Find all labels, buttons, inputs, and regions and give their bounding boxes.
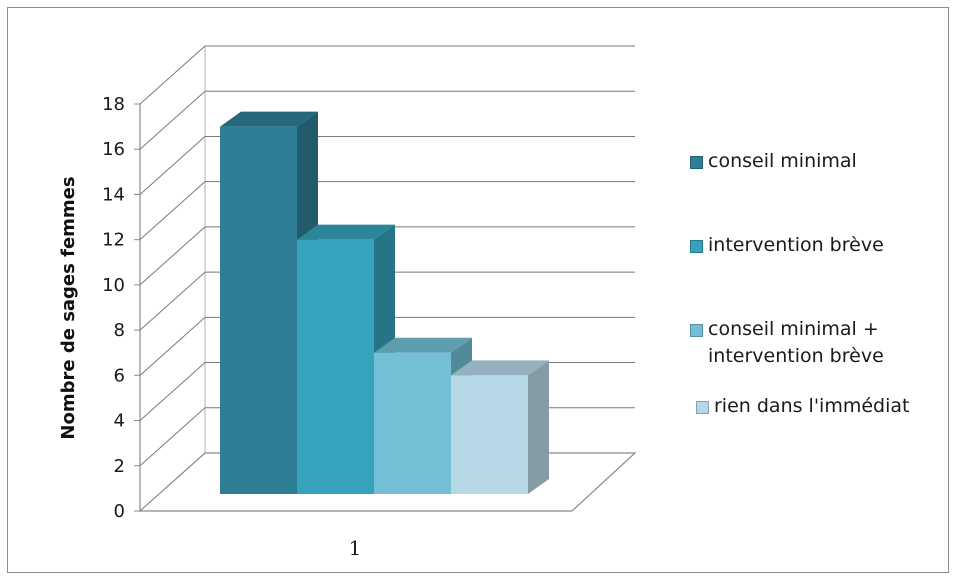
y-tick-label: 14 <box>102 184 125 205</box>
gridline-diagonal <box>139 362 206 421</box>
y-tick-label: 16 <box>102 139 125 160</box>
bar-top <box>374 337 472 353</box>
gridline-diagonal <box>139 271 206 331</box>
bar-top <box>220 111 318 127</box>
y-tick-label: 6 <box>114 365 125 386</box>
y-tick-label: 8 <box>114 320 125 341</box>
gridline-diagonal <box>139 181 206 241</box>
bar-side <box>528 360 549 494</box>
chart-walls <box>138 46 637 512</box>
bar-top <box>451 360 549 376</box>
gridline-diagonal <box>139 316 206 376</box>
gridline-diagonal <box>139 45 206 105</box>
y-axis-ticks: 0 2 4 6 8 10 12 14 16 18 <box>102 94 140 522</box>
bar-front <box>374 352 451 494</box>
gridline-diagonal <box>139 90 206 150</box>
y-tick-label: 12 <box>102 230 125 251</box>
x-tick-label: 1 <box>349 536 362 560</box>
y-axis-label: Nombre de sages femmes <box>58 176 79 439</box>
x-axis-ticks: 1 <box>349 536 362 560</box>
gridline-diagonal <box>139 136 206 195</box>
bar-front <box>451 375 528 494</box>
bars <box>220 111 549 494</box>
y-tick-label: 10 <box>102 275 125 296</box>
y-tick-label: 2 <box>114 456 125 477</box>
bar-top <box>297 224 395 240</box>
bar <box>451 360 549 494</box>
gridline-diagonal <box>139 226 206 286</box>
bar <box>297 224 395 494</box>
bar-front <box>297 239 374 494</box>
gridline-diagonal <box>139 407 206 467</box>
y-tick-label: 4 <box>114 411 125 432</box>
bar-front <box>220 126 297 494</box>
y-tick-label: 0 <box>114 501 125 522</box>
floor <box>138 452 637 512</box>
y-tick-label: 18 <box>102 94 125 115</box>
